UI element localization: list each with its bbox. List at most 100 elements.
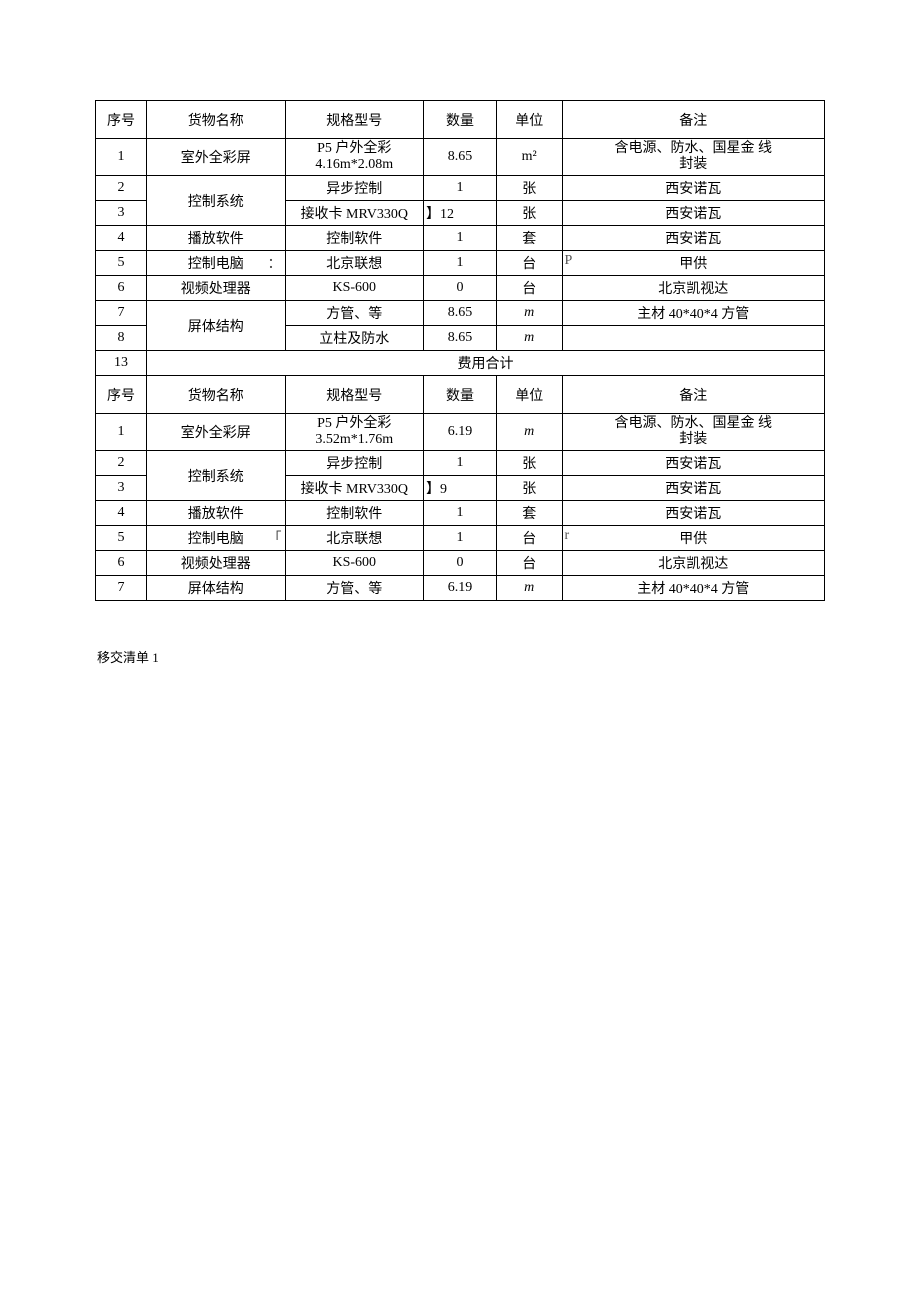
header-qty: 数量 bbox=[424, 101, 497, 139]
cell-seq: 5 bbox=[96, 526, 147, 551]
cell-name: 控制系统 bbox=[147, 451, 286, 501]
cell-unit: 套 bbox=[496, 226, 562, 251]
cell-name: 视频处理器 bbox=[147, 276, 286, 301]
header-seq: 序号 bbox=[96, 101, 147, 139]
cell-spec: 北京联想 bbox=[285, 251, 424, 276]
cell-name: 视频处理器 bbox=[147, 551, 286, 576]
header-unit: 单位 bbox=[496, 376, 562, 414]
cell-spec: P5 户外全彩4.16m*2.08m bbox=[285, 139, 424, 176]
cell-qty: 1 bbox=[424, 451, 497, 476]
cell-qty: 6.19 bbox=[424, 576, 497, 601]
cell-note bbox=[562, 326, 824, 351]
cell-note: 含电源、防水、国星金 线封装 bbox=[562, 139, 824, 176]
cell-name: 控制电脑「 bbox=[147, 526, 286, 551]
header-note: 备注 bbox=[562, 101, 824, 139]
cell-seq: 3 bbox=[96, 201, 147, 226]
cell-spec: 异步控制 bbox=[285, 176, 424, 201]
cell-name: 屏体结构 bbox=[147, 576, 286, 601]
cell-merged: 费用合计 bbox=[147, 351, 825, 376]
cell-qty: 】9 bbox=[424, 476, 497, 501]
cell-unit: 台 bbox=[496, 526, 562, 551]
cell-unit: 台 bbox=[496, 551, 562, 576]
cell-seq: 6 bbox=[96, 551, 147, 576]
cell-qty: 0 bbox=[424, 551, 497, 576]
cell-note: 西安诺瓦 bbox=[562, 501, 824, 526]
cell-qty: 8.65 bbox=[424, 326, 497, 351]
cell-unit: 张 bbox=[496, 201, 562, 226]
cell-unit: m bbox=[496, 301, 562, 326]
cell-spec: KS-600 bbox=[285, 276, 424, 301]
cell-note: 主材 40*40*4 方管 bbox=[562, 576, 824, 601]
cell-spec: P5 户外全彩3.52m*1.76m bbox=[285, 414, 424, 451]
cell-spec: 北京联想 bbox=[285, 526, 424, 551]
cell-note: 西安诺瓦 bbox=[562, 226, 824, 251]
goods-table-combined: 序号货物名称规格型号数量单位备注1室外全彩屏P5 户外全彩4.16m*2.08m… bbox=[95, 100, 825, 601]
cell-seq: 5 bbox=[96, 251, 147, 276]
cell-qty: 8.65 bbox=[424, 301, 497, 326]
cell-seq: 8 bbox=[96, 326, 147, 351]
cell-seq: 7 bbox=[96, 576, 147, 601]
cell-spec: 异步控制 bbox=[285, 451, 424, 476]
cell-unit: 台 bbox=[496, 276, 562, 301]
cell-spec: 方管、等 bbox=[285, 301, 424, 326]
header-name: 货物名称 bbox=[147, 101, 286, 139]
cell-qty: 1 bbox=[424, 176, 497, 201]
header-note: 备注 bbox=[562, 376, 824, 414]
cell-qty: 1 bbox=[424, 251, 497, 276]
cell-qty: 1 bbox=[424, 226, 497, 251]
footer-label: 移交清单 1 bbox=[97, 647, 825, 666]
cell-note: 北京凯视达 bbox=[562, 551, 824, 576]
cell-spec: 立柱及防水 bbox=[285, 326, 424, 351]
cell-unit: m bbox=[496, 326, 562, 351]
cell-note: 西安诺瓦 bbox=[562, 201, 824, 226]
cell-note: 西安诺瓦 bbox=[562, 451, 824, 476]
cell-note: 含电源、防水、国星金 线封装 bbox=[562, 414, 824, 451]
cell-spec: 控制软件 bbox=[285, 501, 424, 526]
cell-note: r甲供 bbox=[562, 526, 824, 551]
cell-unit: m² bbox=[496, 139, 562, 176]
cell-seq: 7 bbox=[96, 301, 147, 326]
cell-seq: 6 bbox=[96, 276, 147, 301]
cell-name: 控制系统 bbox=[147, 176, 286, 226]
cell-name: 播放软件 bbox=[147, 501, 286, 526]
header-qty: 数量 bbox=[424, 376, 497, 414]
cell-seq: 2 bbox=[96, 451, 147, 476]
cell-note: 北京凯视达 bbox=[562, 276, 824, 301]
header-name: 货物名称 bbox=[147, 376, 286, 414]
cell-unit: 张 bbox=[496, 451, 562, 476]
cell-name: 室外全彩屏 bbox=[147, 139, 286, 176]
cell-name: 屏体结构 bbox=[147, 301, 286, 351]
cell-qty: 8.65 bbox=[424, 139, 497, 176]
cell-spec: 接收卡 MRV330Q bbox=[285, 201, 424, 226]
header-spec: 规格型号 bbox=[285, 101, 424, 139]
cell-name: 室外全彩屏 bbox=[147, 414, 286, 451]
header-unit: 单位 bbox=[496, 101, 562, 139]
cell-spec: 接收卡 MRV330Q bbox=[285, 476, 424, 501]
cell-qty: 】12 bbox=[424, 201, 497, 226]
cell-spec: 控制软件 bbox=[285, 226, 424, 251]
cell-name: 控制电脑： bbox=[147, 251, 286, 276]
header-seq: 序号 bbox=[96, 376, 147, 414]
cell-seq: 4 bbox=[96, 501, 147, 526]
cell-spec: KS-600 bbox=[285, 551, 424, 576]
cell-note: 西安诺瓦 bbox=[562, 176, 824, 201]
cell-seq: 13 bbox=[96, 351, 147, 376]
cell-qty: 0 bbox=[424, 276, 497, 301]
cell-unit: 张 bbox=[496, 476, 562, 501]
cell-name: 播放软件 bbox=[147, 226, 286, 251]
cell-unit: 台 bbox=[496, 251, 562, 276]
cell-seq: 4 bbox=[96, 226, 147, 251]
cell-note: 西安诺瓦 bbox=[562, 476, 824, 501]
cell-seq: 1 bbox=[96, 414, 147, 451]
cell-unit: 张 bbox=[496, 176, 562, 201]
cell-unit: 套 bbox=[496, 501, 562, 526]
cell-seq: 2 bbox=[96, 176, 147, 201]
cell-seq: 1 bbox=[96, 139, 147, 176]
cell-seq: 3 bbox=[96, 476, 147, 501]
cell-qty: 1 bbox=[424, 501, 497, 526]
cell-qty: 1 bbox=[424, 526, 497, 551]
cell-unit: m bbox=[496, 576, 562, 601]
cell-spec: 方管、等 bbox=[285, 576, 424, 601]
header-spec: 规格型号 bbox=[285, 376, 424, 414]
cell-note: 主材 40*40*4 方管 bbox=[562, 301, 824, 326]
